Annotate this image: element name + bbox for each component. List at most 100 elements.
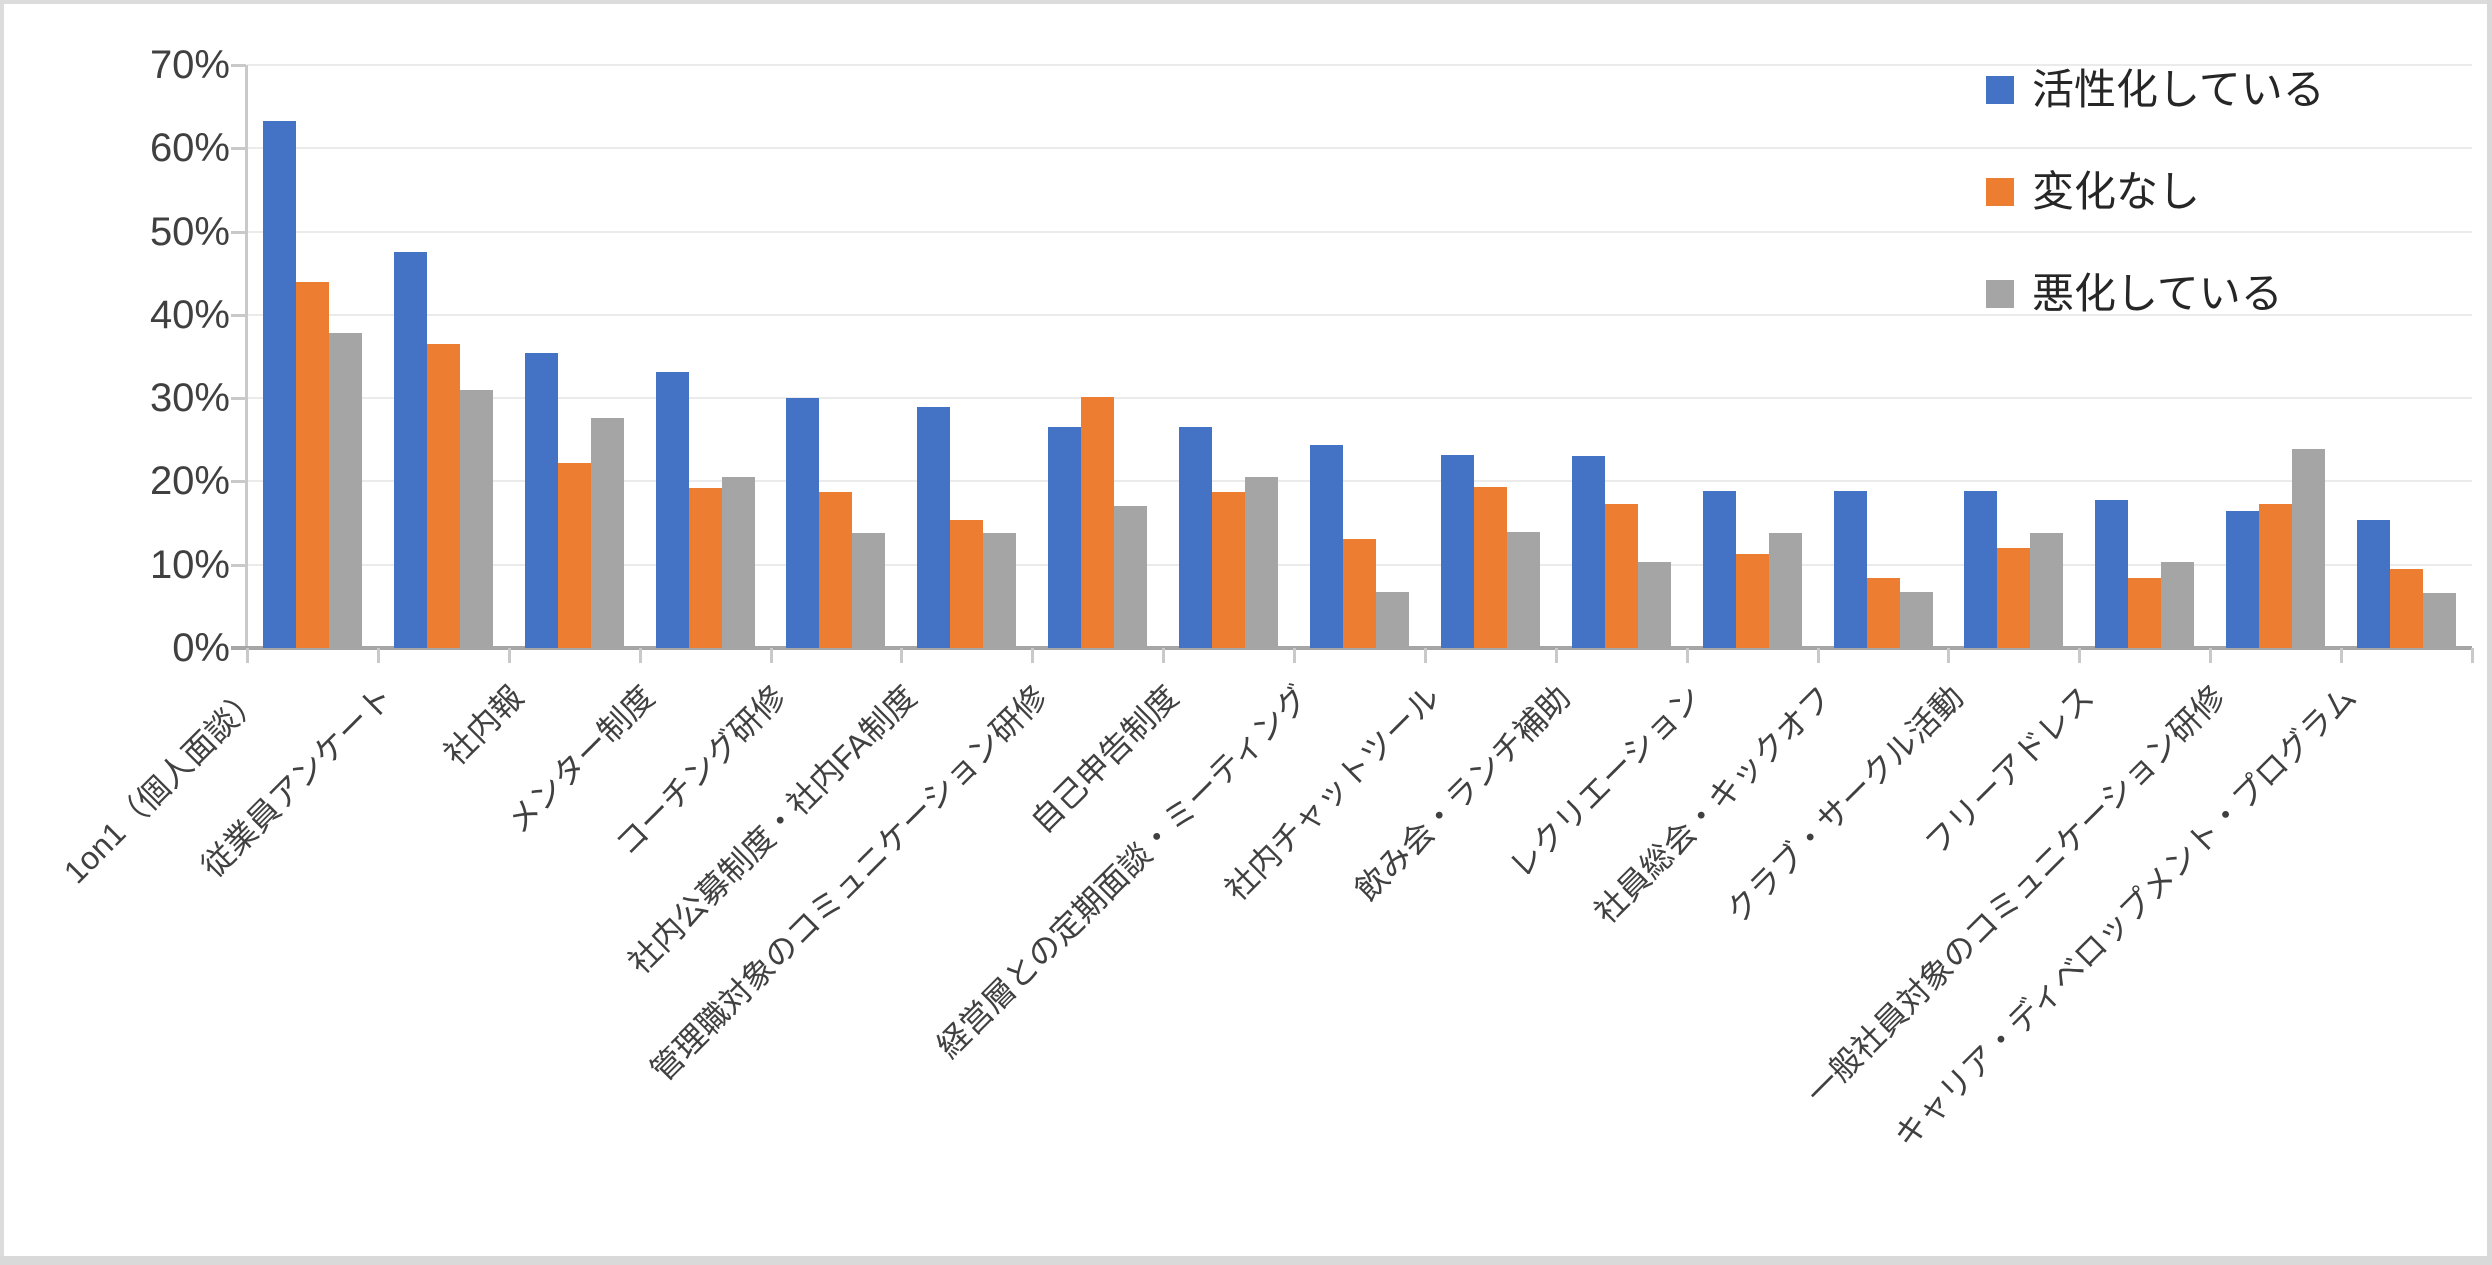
bar <box>1343 538 1376 648</box>
y-axis-tick-label: 20% <box>149 459 230 504</box>
bar <box>1179 427 1213 648</box>
bar <box>2128 578 2162 648</box>
bar <box>557 463 591 648</box>
bar <box>852 533 886 648</box>
bar <box>1212 492 1246 648</box>
bar <box>1768 533 1802 648</box>
bar <box>1114 505 1148 648</box>
legend-swatch <box>1986 280 2014 308</box>
legend-swatch <box>1986 178 2014 206</box>
category-label: 社内報 <box>437 678 531 773</box>
x-axis-line <box>231 646 2472 650</box>
y-axis-tick-label: 0% <box>172 626 230 670</box>
x-axis-tick <box>1947 648 1951 663</box>
bar <box>1376 592 1409 648</box>
y-axis-tick <box>231 397 246 401</box>
x-axis-tick <box>638 648 642 663</box>
y-axis-tick-label: 40% <box>149 292 230 337</box>
bar <box>688 488 722 648</box>
bar <box>1833 490 1867 648</box>
bar <box>295 282 329 648</box>
x-axis-tick <box>2340 648 2344 663</box>
bar <box>1604 503 1638 648</box>
y-axis-tick <box>231 313 246 317</box>
legend-item: 活性化している <box>1986 60 2325 120</box>
x-axis-tick <box>1685 648 1689 663</box>
bar <box>590 418 624 648</box>
bar <box>2423 593 2457 648</box>
legend-swatch <box>1986 76 2014 104</box>
bar <box>1245 477 1279 648</box>
y-axis-tick <box>231 147 246 151</box>
bar <box>2030 533 2064 648</box>
frame-border-top <box>0 0 2492 4</box>
y-axis-tick-label: 30% <box>149 376 230 421</box>
bar <box>1310 444 1343 648</box>
bar <box>524 353 558 648</box>
bar <box>983 533 1017 648</box>
y-axis-tick-label: 50% <box>149 209 230 254</box>
x-axis-tick <box>246 648 249 663</box>
bar <box>1506 532 1540 648</box>
bar <box>721 477 755 648</box>
bar <box>1081 397 1115 648</box>
bar <box>2357 519 2391 648</box>
y-axis-tick <box>231 230 246 234</box>
bar <box>393 251 427 648</box>
frame-border-bottom <box>0 1256 2492 1265</box>
bar <box>1899 592 1933 648</box>
gridline <box>247 480 2472 483</box>
y-axis-tick-label: 70% <box>149 43 230 87</box>
bar <box>1440 454 1474 648</box>
x-axis-tick <box>2471 648 2474 663</box>
category-label: 飲み会・ランチ補助 <box>1348 678 1578 908</box>
bar <box>917 407 951 648</box>
gridline <box>247 230 2472 233</box>
bar <box>950 519 984 648</box>
bar <box>1702 490 1736 648</box>
legend-label: 活性化している <box>2032 66 2325 113</box>
bar <box>1866 578 1900 648</box>
x-axis-tick <box>1816 648 1820 663</box>
y-axis-tick <box>231 64 246 67</box>
frame-border-right <box>2487 0 2492 1265</box>
bar <box>655 372 689 648</box>
bar <box>2292 448 2326 648</box>
bar <box>2226 510 2260 648</box>
legend-item: 悪化している <box>1986 264 2325 324</box>
category-label: クラブ・サークル活動 <box>1719 678 1971 930</box>
category-label: キャリア・ディベロップメント・プログラム <box>1886 678 2363 1155</box>
gridline <box>247 64 2472 66</box>
frame-border-left <box>0 0 4 1265</box>
bar <box>262 120 296 648</box>
bar <box>1964 490 1998 648</box>
gridline <box>247 313 2472 316</box>
x-axis-tick <box>2078 648 2082 663</box>
x-axis-tick <box>507 648 511 663</box>
bar <box>328 333 362 648</box>
x-axis-tick <box>1162 648 1166 663</box>
bar <box>459 389 493 648</box>
y-axis-tick-label: 60% <box>149 126 230 171</box>
x-axis-tick <box>376 648 380 663</box>
x-axis-tick <box>769 648 773 663</box>
bar <box>2095 499 2129 648</box>
bar <box>2161 562 2195 648</box>
bar <box>1048 427 1082 648</box>
bar <box>2390 568 2424 648</box>
x-axis-tick <box>1423 648 1427 663</box>
legend: 活性化している 変化なし 悪化している <box>1986 60 2325 366</box>
bar <box>2259 503 2293 648</box>
bar <box>426 344 460 648</box>
y-axis-tick-label: 10% <box>149 542 230 587</box>
bar <box>1571 455 1605 648</box>
gridline <box>247 147 2472 150</box>
x-axis-tick <box>900 648 904 663</box>
x-axis-tick <box>2209 648 2213 663</box>
category-label: 社員総会・キックオフ <box>1587 678 1840 931</box>
y-axis-tick <box>231 480 246 484</box>
y-axis-line <box>245 65 248 648</box>
category-label: 社内チャットツール <box>1217 678 1447 908</box>
x-axis-tick <box>1031 648 1035 663</box>
